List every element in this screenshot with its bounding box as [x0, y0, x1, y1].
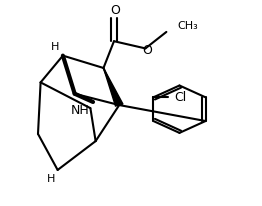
Text: H: H [47, 174, 55, 184]
Polygon shape [103, 68, 123, 106]
Text: Cl: Cl [174, 91, 187, 104]
Text: H: H [51, 42, 59, 52]
Text: NH: NH [70, 104, 89, 117]
Text: O: O [110, 4, 120, 17]
Text: O: O [142, 44, 152, 57]
Text: CH₃: CH₃ [177, 21, 198, 31]
